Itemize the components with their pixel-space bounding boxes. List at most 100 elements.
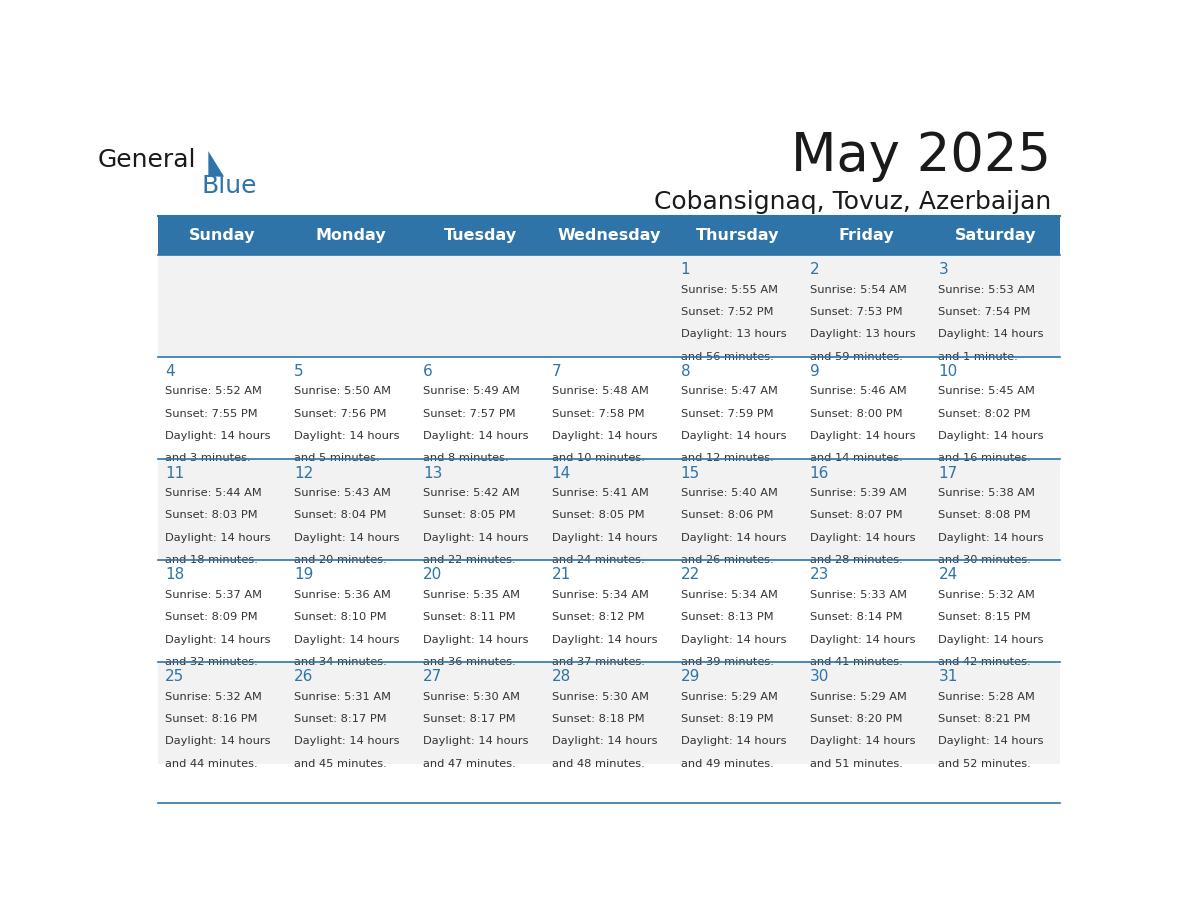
Text: and 28 minutes.: and 28 minutes. bbox=[809, 555, 903, 565]
Text: Sunset: 8:14 PM: Sunset: 8:14 PM bbox=[809, 612, 902, 622]
Text: Sunset: 8:04 PM: Sunset: 8:04 PM bbox=[293, 510, 386, 521]
FancyBboxPatch shape bbox=[931, 255, 1060, 357]
Text: Sunset: 8:16 PM: Sunset: 8:16 PM bbox=[165, 714, 258, 724]
FancyBboxPatch shape bbox=[802, 459, 931, 560]
Text: Sunrise: 5:42 AM: Sunrise: 5:42 AM bbox=[423, 488, 519, 498]
Text: Daylight: 14 hours: Daylight: 14 hours bbox=[809, 431, 915, 442]
Text: Daylight: 14 hours: Daylight: 14 hours bbox=[939, 736, 1044, 746]
Text: Sunset: 8:05 PM: Sunset: 8:05 PM bbox=[551, 510, 644, 521]
Text: 4: 4 bbox=[165, 364, 175, 379]
Text: 25: 25 bbox=[165, 669, 184, 684]
Text: Sunset: 7:52 PM: Sunset: 7:52 PM bbox=[681, 307, 773, 317]
Text: and 20 minutes.: and 20 minutes. bbox=[293, 555, 387, 565]
Text: Sunrise: 5:39 AM: Sunrise: 5:39 AM bbox=[809, 488, 906, 498]
Text: Sunrise: 5:29 AM: Sunrise: 5:29 AM bbox=[809, 691, 906, 701]
Text: Sunset: 8:11 PM: Sunset: 8:11 PM bbox=[423, 612, 516, 622]
Text: Sunset: 8:17 PM: Sunset: 8:17 PM bbox=[423, 714, 516, 724]
FancyBboxPatch shape bbox=[544, 662, 674, 764]
Text: Daylight: 14 hours: Daylight: 14 hours bbox=[423, 431, 529, 442]
Text: 2: 2 bbox=[809, 263, 820, 277]
Text: and 37 minutes.: and 37 minutes. bbox=[551, 657, 645, 667]
Text: 11: 11 bbox=[165, 465, 184, 481]
Text: Sunrise: 5:46 AM: Sunrise: 5:46 AM bbox=[809, 386, 906, 397]
Text: Sunrise: 5:45 AM: Sunrise: 5:45 AM bbox=[939, 386, 1035, 397]
FancyBboxPatch shape bbox=[931, 459, 1060, 560]
FancyBboxPatch shape bbox=[158, 662, 286, 764]
FancyBboxPatch shape bbox=[286, 216, 416, 255]
Text: Sunrise: 5:33 AM: Sunrise: 5:33 AM bbox=[809, 590, 906, 599]
Text: and 48 minutes.: and 48 minutes. bbox=[551, 759, 645, 769]
Text: and 44 minutes.: and 44 minutes. bbox=[165, 759, 258, 769]
Text: General: General bbox=[97, 148, 196, 172]
Text: 27: 27 bbox=[423, 669, 442, 684]
FancyBboxPatch shape bbox=[286, 357, 416, 459]
Text: Daylight: 14 hours: Daylight: 14 hours bbox=[939, 532, 1044, 543]
Text: Sunset: 8:09 PM: Sunset: 8:09 PM bbox=[165, 612, 258, 622]
Text: 17: 17 bbox=[939, 465, 958, 481]
Text: Sunrise: 5:41 AM: Sunrise: 5:41 AM bbox=[551, 488, 649, 498]
Text: Sunrise: 5:55 AM: Sunrise: 5:55 AM bbox=[681, 285, 778, 295]
Text: and 51 minutes.: and 51 minutes. bbox=[809, 759, 903, 769]
Text: Sunset: 7:53 PM: Sunset: 7:53 PM bbox=[809, 307, 902, 317]
Text: Sunrise: 5:28 AM: Sunrise: 5:28 AM bbox=[939, 691, 1035, 701]
Text: Sunrise: 5:31 AM: Sunrise: 5:31 AM bbox=[293, 691, 391, 701]
Text: Daylight: 14 hours: Daylight: 14 hours bbox=[165, 634, 271, 644]
FancyBboxPatch shape bbox=[544, 560, 674, 662]
FancyBboxPatch shape bbox=[931, 357, 1060, 459]
FancyBboxPatch shape bbox=[544, 459, 674, 560]
FancyBboxPatch shape bbox=[286, 255, 416, 357]
Text: Sunset: 8:20 PM: Sunset: 8:20 PM bbox=[809, 714, 902, 724]
Text: Sunset: 8:10 PM: Sunset: 8:10 PM bbox=[293, 612, 386, 622]
Text: Sunset: 7:54 PM: Sunset: 7:54 PM bbox=[939, 307, 1031, 317]
Text: 24: 24 bbox=[939, 567, 958, 583]
Text: 22: 22 bbox=[681, 567, 700, 583]
Text: Sunset: 8:17 PM: Sunset: 8:17 PM bbox=[293, 714, 386, 724]
FancyBboxPatch shape bbox=[802, 560, 931, 662]
Text: Sunrise: 5:54 AM: Sunrise: 5:54 AM bbox=[809, 285, 906, 295]
FancyBboxPatch shape bbox=[802, 357, 931, 459]
Text: and 59 minutes.: and 59 minutes. bbox=[809, 352, 903, 362]
Text: Sunrise: 5:32 AM: Sunrise: 5:32 AM bbox=[165, 691, 261, 701]
Text: Sunset: 8:21 PM: Sunset: 8:21 PM bbox=[939, 714, 1031, 724]
Text: Daylight: 13 hours: Daylight: 13 hours bbox=[809, 330, 915, 340]
FancyBboxPatch shape bbox=[674, 560, 802, 662]
Text: Daylight: 14 hours: Daylight: 14 hours bbox=[939, 634, 1044, 644]
FancyBboxPatch shape bbox=[674, 459, 802, 560]
Text: Sunrise: 5:52 AM: Sunrise: 5:52 AM bbox=[165, 386, 261, 397]
Text: Daylight: 14 hours: Daylight: 14 hours bbox=[551, 431, 657, 442]
FancyBboxPatch shape bbox=[158, 560, 286, 662]
FancyBboxPatch shape bbox=[158, 357, 286, 459]
Text: Daylight: 14 hours: Daylight: 14 hours bbox=[551, 634, 657, 644]
Text: Sunrise: 5:36 AM: Sunrise: 5:36 AM bbox=[293, 590, 391, 599]
FancyBboxPatch shape bbox=[802, 662, 931, 764]
Text: Sunrise: 5:34 AM: Sunrise: 5:34 AM bbox=[551, 590, 649, 599]
Text: Sunrise: 5:29 AM: Sunrise: 5:29 AM bbox=[681, 691, 777, 701]
Text: Sunrise: 5:38 AM: Sunrise: 5:38 AM bbox=[939, 488, 1036, 498]
Text: Sunset: 7:56 PM: Sunset: 7:56 PM bbox=[293, 409, 386, 419]
Text: Daylight: 14 hours: Daylight: 14 hours bbox=[551, 736, 657, 746]
Text: Sunrise: 5:40 AM: Sunrise: 5:40 AM bbox=[681, 488, 777, 498]
FancyBboxPatch shape bbox=[158, 216, 286, 255]
Text: Sunset: 8:03 PM: Sunset: 8:03 PM bbox=[165, 510, 258, 521]
FancyBboxPatch shape bbox=[674, 357, 802, 459]
FancyBboxPatch shape bbox=[158, 255, 286, 357]
Text: Sunset: 8:08 PM: Sunset: 8:08 PM bbox=[939, 510, 1031, 521]
Text: Sunrise: 5:34 AM: Sunrise: 5:34 AM bbox=[681, 590, 777, 599]
FancyBboxPatch shape bbox=[158, 459, 286, 560]
FancyBboxPatch shape bbox=[931, 216, 1060, 255]
FancyBboxPatch shape bbox=[544, 216, 674, 255]
Text: and 45 minutes.: and 45 minutes. bbox=[293, 759, 387, 769]
Text: Daylight: 14 hours: Daylight: 14 hours bbox=[293, 431, 399, 442]
Text: Sunrise: 5:37 AM: Sunrise: 5:37 AM bbox=[165, 590, 263, 599]
Text: Sunrise: 5:35 AM: Sunrise: 5:35 AM bbox=[423, 590, 520, 599]
Text: and 52 minutes.: and 52 minutes. bbox=[939, 759, 1031, 769]
Text: Sunset: 7:59 PM: Sunset: 7:59 PM bbox=[681, 409, 773, 419]
Text: Daylight: 14 hours: Daylight: 14 hours bbox=[293, 634, 399, 644]
FancyBboxPatch shape bbox=[674, 255, 802, 357]
Text: Sunrise: 5:47 AM: Sunrise: 5:47 AM bbox=[681, 386, 777, 397]
Text: 28: 28 bbox=[551, 669, 571, 684]
Text: Daylight: 14 hours: Daylight: 14 hours bbox=[165, 736, 271, 746]
FancyBboxPatch shape bbox=[416, 357, 544, 459]
FancyBboxPatch shape bbox=[544, 357, 674, 459]
Text: Daylight: 14 hours: Daylight: 14 hours bbox=[681, 431, 786, 442]
